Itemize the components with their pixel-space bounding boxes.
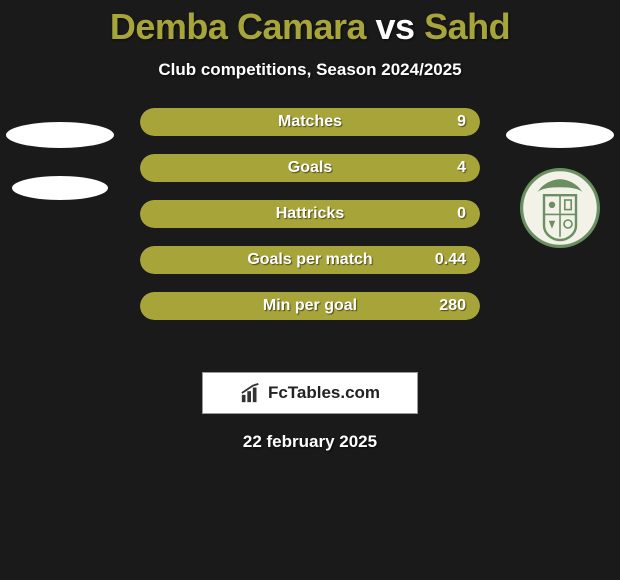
stat-value: 0: [457, 205, 466, 223]
stat-value: 9: [457, 113, 466, 131]
page-title: Demba Camara vs Sahd: [0, 0, 620, 48]
player-badge-placeholder: [6, 122, 114, 148]
stat-bar: Goals4: [140, 154, 480, 182]
left-badge-column: [0, 108, 120, 200]
stat-bars: Matches9Goals4Hattricks0Goals per match0…: [140, 108, 480, 338]
stat-label: Matches: [140, 113, 480, 131]
player-badge-placeholder: [12, 176, 108, 200]
comparison-stage: Matches9Goals4Hattricks0Goals per match0…: [0, 108, 620, 368]
stat-label: Min per goal: [140, 297, 480, 315]
branding-text: FcTables.com: [268, 383, 380, 403]
player-badge-placeholder: [506, 122, 614, 148]
stat-value: 4: [457, 159, 466, 177]
right-badge-column: [500, 108, 620, 248]
stat-bar: Min per goal280: [140, 292, 480, 320]
stat-bar: Goals per match0.44: [140, 246, 480, 274]
branding-box: FcTables.com: [202, 372, 418, 414]
stat-bar: Matches9: [140, 108, 480, 136]
subtitle: Club competitions, Season 2024/2025: [0, 60, 620, 80]
club-crest: [520, 168, 600, 248]
stat-value: 280: [439, 297, 466, 315]
snapshot-date: 22 february 2025: [0, 432, 620, 452]
stat-label: Hattricks: [140, 205, 480, 223]
chart-icon: [240, 382, 262, 404]
stat-value: 0.44: [435, 251, 466, 269]
stat-label: Goals per match: [140, 251, 480, 269]
stat-bar: Hattricks0: [140, 200, 480, 228]
stat-label: Goals: [140, 159, 480, 177]
